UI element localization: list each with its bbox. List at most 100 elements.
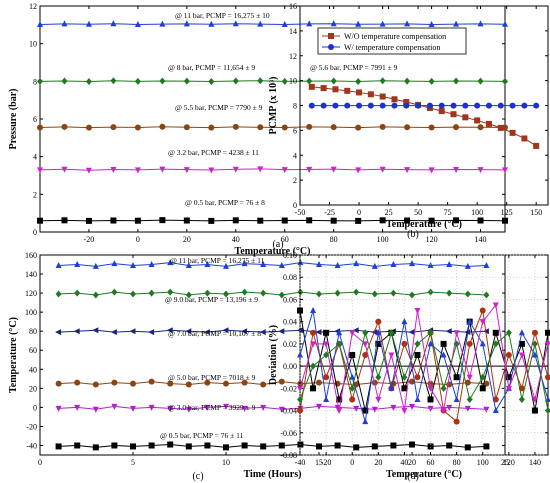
data-point — [414, 374, 421, 381]
series-c-4 — [55, 403, 490, 413]
y-tick-label: 6 — [33, 115, 37, 124]
data-point — [306, 77, 313, 85]
data-point — [415, 102, 422, 109]
data-point — [353, 260, 360, 267]
data-point — [477, 124, 484, 131]
series-line — [311, 86, 537, 147]
y-tick-label: 0 — [293, 201, 297, 210]
data-point — [316, 403, 322, 410]
data-point — [278, 406, 285, 413]
data-point — [545, 407, 550, 415]
data-point — [278, 291, 285, 299]
data-point — [185, 328, 192, 335]
data-point — [148, 261, 155, 268]
x-tick-label: 150 — [530, 208, 542, 217]
panel-label: (d) — [407, 471, 419, 482]
series-b-0 — [308, 83, 540, 149]
data-point — [74, 289, 81, 297]
data-point — [462, 102, 469, 109]
data-point — [167, 405, 174, 412]
data-point — [316, 379, 322, 386]
data-point — [281, 124, 288, 131]
data-point — [61, 166, 68, 173]
data-point — [92, 444, 99, 451]
data-point — [474, 117, 481, 124]
series-d-3 — [297, 302, 550, 415]
data-point — [403, 99, 410, 106]
data-point — [531, 329, 538, 336]
data-point — [401, 318, 408, 325]
data-point — [111, 379, 118, 386]
data-point — [223, 262, 229, 269]
legend-entry: W/O temperature compensation — [344, 32, 446, 41]
data-point — [390, 289, 397, 297]
data-point — [362, 352, 369, 358]
data-point — [414, 395, 421, 402]
data-point — [353, 444, 360, 451]
y-tick-label: 10 — [29, 40, 37, 49]
data-point — [428, 20, 435, 27]
y-tick-label: 0 — [33, 403, 37, 412]
data-point — [241, 328, 248, 335]
x-tick-label: -50 — [295, 208, 306, 217]
x-tick-label: 120 — [426, 235, 438, 244]
data-point — [349, 352, 356, 358]
data-point — [148, 329, 155, 336]
data-point — [404, 124, 411, 131]
data-point — [453, 166, 460, 173]
data-point — [223, 380, 229, 387]
x-tick-label: 60 — [427, 458, 435, 467]
data-point — [440, 384, 447, 392]
data-point — [483, 443, 490, 450]
data-point — [464, 290, 471, 298]
data-point — [183, 77, 190, 85]
data-point — [502, 217, 508, 224]
data-point — [428, 217, 435, 224]
data-point — [477, 77, 484, 85]
data-point — [130, 261, 136, 268]
data-point — [110, 20, 117, 27]
data-point — [134, 77, 141, 85]
data-point — [55, 261, 62, 268]
panel-b: -50 -25 0 25 50 75 100 125 150 0 2 4 6 8 10 12 14 16 Tempe… — [268, 2, 549, 240]
x-axis-label: Temperature (°C) — [386, 469, 462, 480]
data-point — [278, 261, 285, 268]
data-point — [427, 288, 434, 296]
data-point — [440, 408, 447, 415]
data-point — [401, 340, 408, 347]
data-point — [332, 102, 339, 109]
data-point — [241, 260, 248, 267]
data-point — [310, 362, 317, 370]
data-point — [477, 20, 484, 27]
data-point — [427, 340, 434, 347]
data-point — [349, 373, 356, 380]
data-point — [330, 217, 337, 224]
data-point — [92, 327, 99, 334]
data-point — [403, 102, 410, 109]
data-point — [462, 114, 469, 121]
data-point — [334, 289, 341, 297]
data-point — [427, 443, 434, 450]
data-point — [518, 395, 525, 403]
series-annotation: @ 5.0 bar, PCMP = 7018 ± 9 — [168, 373, 256, 382]
data-point — [183, 217, 190, 224]
data-point — [260, 289, 267, 297]
data-point — [310, 329, 317, 336]
series-c-5 — [55, 441, 490, 451]
x-tick-label: 50 — [414, 208, 422, 217]
series-line — [58, 381, 487, 386]
data-point — [330, 20, 337, 27]
data-point — [278, 378, 285, 385]
x-tick-label: 100 — [377, 235, 389, 244]
y-tick-label: -20 — [26, 422, 37, 431]
data-point — [241, 442, 248, 449]
data-point — [521, 102, 528, 109]
x-tick-label: 0 — [350, 458, 354, 467]
data-point — [241, 379, 248, 386]
data-point — [446, 404, 453, 411]
data-point — [492, 302, 499, 309]
data-point — [130, 380, 136, 387]
data-point — [85, 217, 92, 224]
data-point — [185, 291, 192, 299]
data-point — [453, 330, 460, 337]
